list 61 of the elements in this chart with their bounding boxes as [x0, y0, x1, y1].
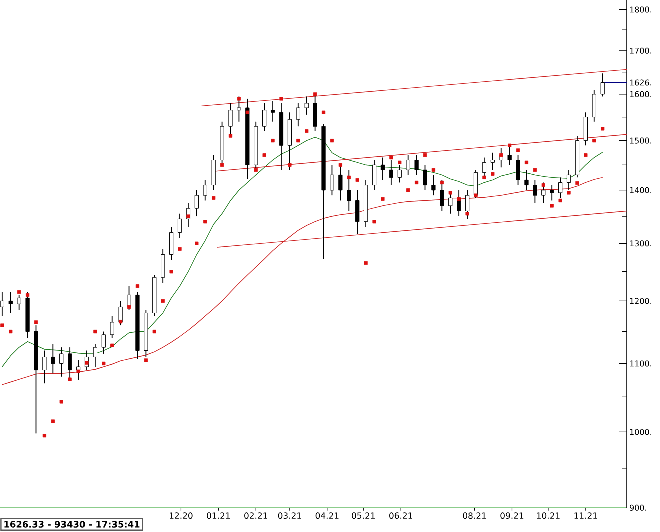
candlestick [566, 170, 572, 191]
candlestick [270, 100, 276, 122]
candlestick [372, 160, 377, 191]
candlestick [296, 103, 300, 128]
x-tick-label: 10.21 [537, 512, 560, 520]
candlestick [237, 96, 242, 122]
text: 1626.33 - 93430 - 17:35:41 [4, 521, 140, 528]
x-tick-label: 06.21 [390, 512, 412, 520]
candlestick [380, 157, 386, 181]
candlestick [406, 154, 410, 176]
candlestick [558, 177, 563, 199]
candlestick [508, 145, 512, 166]
candlestick [550, 184, 554, 202]
candlestick [423, 164, 428, 191]
candlestick [533, 180, 538, 204]
x-tick-label: 12.20 [170, 512, 193, 520]
candlestick [194, 190, 199, 217]
candlestick [228, 103, 233, 137]
candlestick [448, 192, 453, 214]
candlestick [51, 344, 56, 374]
candlestick [542, 182, 546, 204]
candlestick [169, 226, 174, 261]
x-tick-label: 05.21 [352, 512, 375, 520]
candlestick [440, 180, 444, 212]
candlestick [592, 90, 596, 122]
candlestick [524, 170, 529, 191]
candlestick [414, 154, 419, 176]
candlestick [304, 96, 309, 116]
candlestick [356, 190, 360, 235]
candlestick [432, 174, 436, 196]
candlestick [110, 316, 114, 338]
candlestick [389, 160, 394, 186]
candlestick [203, 180, 208, 202]
candlestick [42, 350, 47, 384]
x-tick-label: 02.21 [244, 512, 268, 520]
candlestick [17, 294, 22, 311]
x-tick-label: 11.21 [574, 512, 598, 519]
candlestick [347, 170, 352, 212]
candlestick [600, 73, 605, 98]
candlestick [60, 347, 64, 378]
candlestick [398, 164, 402, 184]
candlestick [482, 157, 487, 178]
candlestick [465, 190, 470, 220]
candlestick [338, 164, 343, 202]
candlestick [68, 347, 72, 381]
x-tick-label: 04.21 [316, 512, 339, 520]
candlestick [102, 331, 106, 354]
x-tick-label: 03.21 [278, 512, 302, 520]
candlestick [490, 152, 495, 171]
candlestick [161, 248, 166, 284]
candlestick [262, 103, 267, 132]
candlestick [584, 112, 588, 146]
candlestick [93, 344, 98, 368]
x-tick-label: 08.21 [463, 512, 486, 520]
candlestick [0, 292, 4, 317]
candlestick [8, 292, 13, 314]
x-tick-label: 09.21 [500, 512, 524, 520]
candlestick [516, 154, 520, 186]
x-tick-label: 01.21 [207, 512, 230, 520]
candlestick [178, 213, 182, 239]
candlestick [330, 164, 334, 196]
